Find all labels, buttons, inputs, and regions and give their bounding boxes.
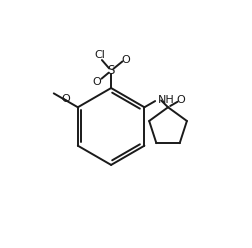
Text: O: O xyxy=(177,95,185,105)
Text: O: O xyxy=(92,77,101,87)
Text: NH: NH xyxy=(158,95,175,105)
Text: S: S xyxy=(107,64,115,77)
Text: Cl: Cl xyxy=(94,50,105,60)
Text: O: O xyxy=(61,94,70,104)
Text: O: O xyxy=(122,55,130,64)
